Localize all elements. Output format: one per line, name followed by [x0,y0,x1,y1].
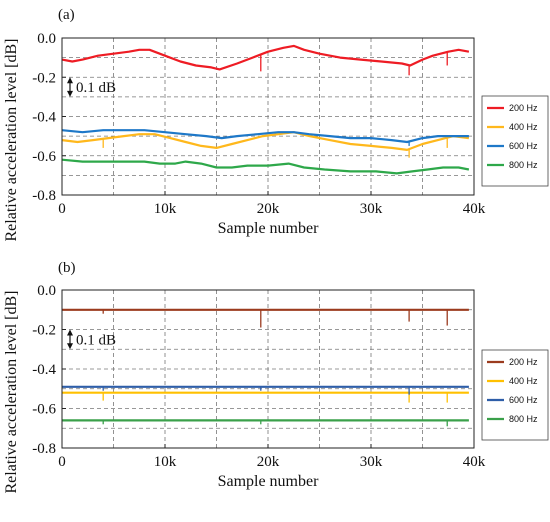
panel-a: 0.0 -0.2 -0.4 -0.6 -0.80 10k 20k 30k 40k Sample n… [32,7,549,237]
x-tick-label: 40k [463,454,486,470]
x-tick-label: 30k [360,201,383,217]
x-tick-label: 30k [360,454,383,470]
y-tick-label: -0.4 [32,362,56,378]
x-tick-label: 10k [154,201,177,217]
legend-entry: 200 Hz [509,357,538,367]
legend-entry: 400 Hz [509,376,538,386]
y-tick-label: -0.2 [32,70,56,86]
annotation-arrow-head-down [67,343,73,350]
y-tick-label: -0.8 [32,188,56,204]
legend-entry: 200 Hz [509,103,538,113]
annotation-arrow-head-up [67,329,73,336]
annotation-label: 0.1 dB [76,332,116,348]
shared-y-axis-title: Relative acceleration level [dB] [3,38,20,241]
panel-label: (b) [58,260,76,276]
y-tick-label: -0.8 [32,441,56,457]
legend-entry: 600 Hz [509,141,538,151]
panel-label: (a) [58,7,75,23]
series-line-600-hz [61,129,469,144]
x-axis-title: Sample number [218,220,320,237]
legend-entry: 400 Hz [509,122,538,132]
y-tick-label: -0.2 [32,323,56,339]
legend-entry: 800 Hz [509,160,538,170]
y-tick-label: -0.4 [32,110,56,126]
x-axis-title: Sample number [218,473,320,490]
x-tick-label: 20k [257,454,280,470]
panel-b: 0.0 -0.2 -0.4 -0.6 -0.80 10k 20k 30k 40k Sample n… [32,260,549,490]
y-tick-label: -0.6 [32,149,56,165]
legend-box [481,95,549,187]
annotation-label: 0.1 dB [76,80,116,96]
legend-box [481,349,549,441]
series-line-400-hz [61,131,470,151]
x-tick-label: 40k [463,201,486,217]
series-line-800-hz [61,158,470,175]
x-tick-label: 0 [58,201,66,217]
shared-y-axis-title-b: Relative acceleration level [dB] [3,290,20,493]
y-tick-label: -0.6 [32,402,56,418]
legend-entry: 600 Hz [509,395,538,405]
annotation-arrow-head-up [67,77,73,84]
x-tick-label: 10k [154,454,177,470]
legend-entry: 800 Hz [509,414,538,424]
y-tick-label: 0.0 [37,283,56,299]
x-tick-label: 0 [58,454,66,470]
annotation-arrow-head-down [67,90,73,97]
y-tick-label: 0.0 [37,31,56,47]
x-tick-label: 20k [257,201,280,217]
